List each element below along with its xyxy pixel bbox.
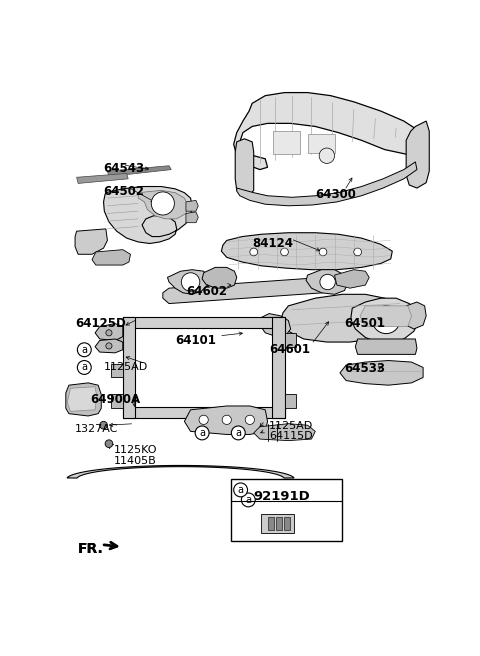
Polygon shape (184, 406, 267, 434)
Polygon shape (237, 162, 417, 206)
Circle shape (241, 493, 255, 507)
Polygon shape (77, 173, 128, 184)
Circle shape (319, 248, 327, 256)
Polygon shape (261, 514, 294, 533)
Polygon shape (95, 339, 123, 353)
Circle shape (199, 415, 208, 424)
Polygon shape (268, 516, 275, 531)
Text: 64543: 64543 (104, 162, 144, 175)
Text: a: a (199, 428, 205, 438)
Polygon shape (202, 268, 237, 288)
Polygon shape (234, 92, 423, 170)
Polygon shape (285, 394, 296, 408)
Circle shape (77, 361, 91, 375)
Circle shape (106, 343, 112, 349)
Circle shape (234, 483, 248, 497)
Circle shape (245, 415, 254, 424)
Polygon shape (168, 270, 209, 295)
Polygon shape (360, 306, 411, 327)
Circle shape (151, 192, 174, 215)
Polygon shape (285, 333, 296, 346)
Polygon shape (335, 270, 369, 288)
Polygon shape (260, 314, 291, 337)
Polygon shape (276, 516, 282, 531)
Text: FR.: FR. (78, 543, 104, 556)
Polygon shape (75, 229, 108, 255)
Polygon shape (406, 121, 429, 188)
Text: 64502: 64502 (104, 185, 144, 198)
Polygon shape (402, 302, 426, 329)
Circle shape (320, 274, 336, 290)
Polygon shape (340, 361, 423, 385)
FancyBboxPatch shape (230, 479, 342, 541)
Circle shape (372, 306, 400, 334)
Text: 64601: 64601 (269, 343, 310, 356)
Polygon shape (221, 233, 392, 270)
Text: 1125AD: 1125AD (269, 420, 313, 430)
Text: 64101: 64101 (175, 335, 216, 348)
Circle shape (77, 343, 91, 357)
Text: 64602: 64602 (187, 285, 228, 298)
Text: a: a (238, 485, 244, 495)
Polygon shape (92, 250, 131, 265)
Polygon shape (108, 166, 171, 176)
Polygon shape (351, 298, 419, 342)
Polygon shape (123, 318, 285, 328)
Circle shape (195, 426, 209, 440)
Circle shape (319, 148, 335, 163)
Text: 1125AD: 1125AD (104, 362, 148, 372)
Text: 64533: 64533 (345, 362, 385, 375)
Circle shape (106, 330, 112, 336)
Circle shape (354, 248, 361, 256)
Polygon shape (273, 131, 300, 154)
Circle shape (250, 248, 258, 256)
Text: 92191D: 92191D (253, 490, 310, 503)
Polygon shape (306, 270, 348, 295)
Polygon shape (95, 323, 123, 340)
Polygon shape (235, 139, 254, 195)
Circle shape (181, 273, 200, 291)
Text: 11405B: 11405B (114, 456, 156, 466)
Text: FR.: FR. (78, 543, 104, 556)
Polygon shape (254, 424, 315, 441)
Polygon shape (111, 394, 123, 408)
Polygon shape (67, 466, 294, 478)
Polygon shape (111, 363, 123, 377)
Polygon shape (284, 516, 290, 531)
Circle shape (105, 440, 113, 447)
Text: 64125D: 64125D (75, 318, 126, 331)
Text: 64501: 64501 (345, 318, 385, 331)
Polygon shape (308, 134, 335, 153)
Text: 64900A: 64900A (90, 393, 141, 406)
Polygon shape (138, 190, 188, 219)
Polygon shape (66, 383, 101, 416)
Text: 64300: 64300 (315, 188, 356, 201)
Polygon shape (123, 318, 135, 417)
Text: a: a (81, 345, 87, 355)
Text: a: a (81, 363, 87, 373)
Text: 1327AC: 1327AC (75, 424, 119, 434)
Polygon shape (281, 295, 408, 342)
Text: 1125KO: 1125KO (114, 445, 157, 455)
Circle shape (281, 248, 288, 256)
Text: a: a (235, 428, 241, 438)
Text: a: a (245, 495, 252, 505)
Polygon shape (272, 318, 285, 417)
Polygon shape (111, 333, 123, 346)
Text: 64115D: 64115D (269, 430, 313, 441)
Polygon shape (355, 339, 417, 354)
Polygon shape (67, 387, 96, 411)
Polygon shape (163, 277, 327, 304)
Polygon shape (186, 212, 198, 222)
Polygon shape (186, 200, 198, 211)
Circle shape (100, 421, 108, 429)
Circle shape (222, 415, 231, 424)
Text: 84124: 84124 (252, 237, 293, 249)
Polygon shape (123, 407, 285, 417)
Circle shape (231, 426, 245, 440)
Polygon shape (104, 186, 192, 243)
